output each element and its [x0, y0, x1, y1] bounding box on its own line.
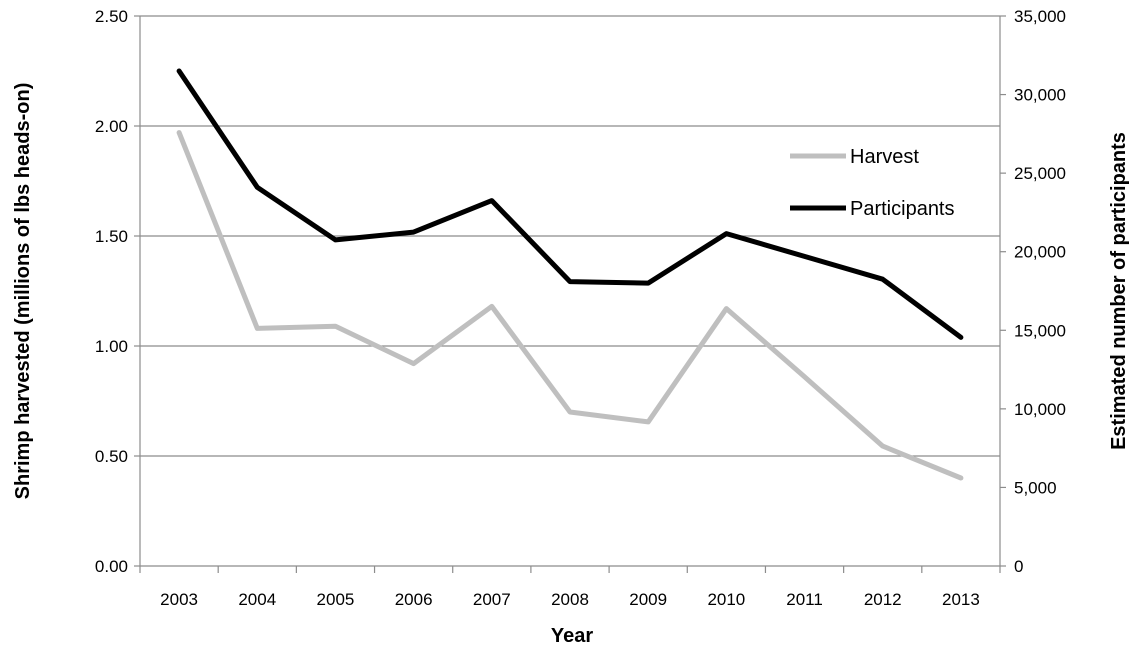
right-axis-tick-label: 25,000: [1014, 164, 1066, 183]
left-axis-tick-label: 1.50: [95, 227, 128, 246]
x-axis-tick-label: 2009: [629, 590, 667, 609]
x-axis-tick-label: 2012: [864, 590, 902, 609]
right-axis-tick-label: 35,000: [1014, 7, 1066, 26]
x-axis-tick-label: 2005: [317, 590, 355, 609]
right-axis-title: Estimated number of participants: [1108, 132, 1130, 450]
right-axis-tick-label: 30,000: [1014, 86, 1066, 105]
x-axis-tick-label: 2011: [786, 590, 823, 609]
right-axis-tick-label: 20,000: [1014, 243, 1066, 262]
x-axis-tick-label: 2007: [473, 590, 511, 609]
plot-frame: [134, 15, 1006, 573]
right-axis-tick-label: 10,000: [1014, 400, 1066, 419]
x-axis-tick-label: 2010: [707, 590, 745, 609]
left-axis-tick-label: 2.50: [95, 7, 128, 26]
x-axis-title: Year: [551, 625, 593, 647]
x-axis-tick-label: 2004: [238, 590, 276, 609]
x-axis-tick-label: 2003: [160, 590, 198, 609]
legend-label-harvest: Harvest: [850, 146, 919, 168]
left-axis-title: Shrimp harvested (millions of lbs heads-…: [12, 83, 34, 500]
left-axis-tick-labels: 0.00 0.50 1.00 1.50 2.00 2.50: [95, 7, 128, 576]
series-line-harvest: [176, 130, 964, 481]
left-axis-tick-label: 0.00: [95, 557, 128, 576]
left-axis-tick-label: 1.00: [95, 337, 128, 356]
right-axis-tick-label: 15,000: [1014, 321, 1066, 340]
left-axis-tick-label: 0.50: [95, 447, 128, 466]
right-axis-tick-label: 5,000: [1014, 478, 1057, 497]
series-line-participants: [176, 68, 964, 340]
legend-label-participants: Participants: [850, 198, 955, 220]
x-axis-tick-labels: 2003 2004 2005 2006 2007 2008 2009 2010 2011 2012…: [160, 590, 980, 609]
x-axis-tick-label: 2006: [395, 590, 433, 609]
series-lines: [176, 68, 964, 481]
right-axis-tick-label: 0: [1014, 557, 1023, 576]
left-axis-tick-label: 2.00: [95, 117, 128, 136]
x-axis-tick-label: 2008: [551, 590, 589, 609]
gridlines: [140, 15, 1000, 457]
x-axis-tick-label: 2013: [942, 590, 980, 609]
legend: Harvest Participants: [790, 146, 955, 220]
right-axis-tick-labels: 0 5,000 10,000 15,000 20,000 25,000 30,000 35,0…: [1014, 7, 1066, 576]
